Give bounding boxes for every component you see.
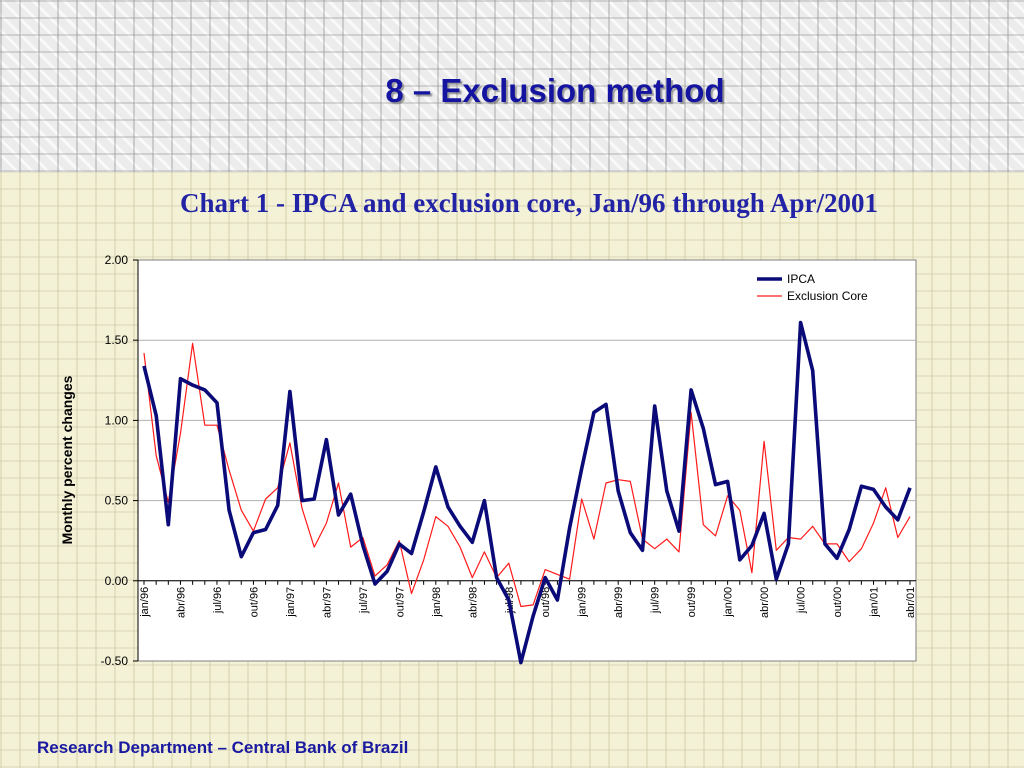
y-axis-label: Monthly percent changes	[59, 375, 75, 544]
x-tick-label: jan/96	[139, 587, 151, 618]
x-tick-label: out/96	[248, 587, 260, 618]
x-tick-label: out/97	[394, 587, 406, 618]
x-tick-label: out/99	[686, 587, 698, 618]
x-tick-label: jul/96	[212, 587, 224, 614]
header-background	[0, 0, 1024, 172]
y-tick-label: -0.50	[101, 654, 129, 668]
x-axis: jan/96 abr/96 jul/96 out/96 jan/97 abr/97 jul/…	[137, 260, 917, 661]
x-tick-label: jan/99	[577, 587, 589, 618]
x-tick-label: jan/01	[869, 587, 881, 618]
y-tick-label: 0.50	[105, 494, 129, 508]
slide-title: 8 – Exclusion method	[385, 72, 725, 109]
legend: IPCA Exclusion Core	[757, 272, 868, 303]
x-tick-label: abr/99	[613, 587, 625, 618]
legend-label-exclusion-core: Exclusion Core	[787, 289, 868, 303]
series-line-ipca	[142, 320, 912, 665]
y-tick-label: 2.00	[105, 253, 129, 267]
x-tick-label: abr/00	[759, 587, 771, 618]
plot-area	[137, 259, 917, 662]
footer-text: Research Department – Central Bank of Br…	[37, 738, 409, 757]
y-tick-label: 1.50	[105, 333, 129, 347]
chart-title: Chart 1 - IPCA and exclusion core, Jan/9…	[179, 188, 879, 218]
x-tick-label: jan/98	[431, 587, 443, 618]
y-tick-label: 1.00	[105, 413, 129, 427]
legend-label-ipca: IPCA	[787, 272, 815, 286]
x-tick-label: abr/01	[905, 587, 917, 618]
x-tick-label: out/00	[832, 587, 844, 618]
x-tick-label: jan/00	[723, 587, 735, 618]
x-tick-label: abr/98	[467, 587, 479, 618]
x-tick-label: out/98	[540, 587, 552, 618]
x-tick-label: abr/96	[175, 587, 187, 618]
x-tick-label: jul/00	[796, 587, 808, 614]
x-tick-label: jul/97	[358, 587, 370, 614]
y-axis: 2.00 1.50 1.00 0.50 0.00 -0.50	[101, 253, 138, 668]
series-line-exclusion-core	[143, 342, 911, 608]
x-tick-label: jan/97	[285, 587, 297, 618]
y-tick-label: 0.00	[105, 574, 129, 588]
series	[142, 320, 912, 665]
x-tick-label: jul/99	[650, 587, 662, 614]
x-tick-label: abr/97	[321, 587, 333, 618]
